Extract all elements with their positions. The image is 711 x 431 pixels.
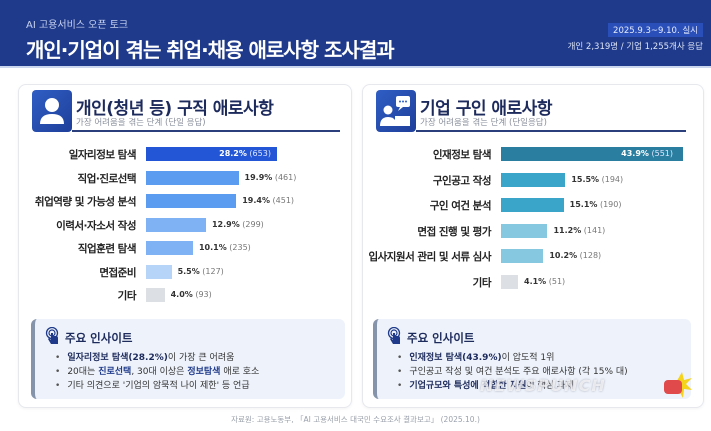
bar-label: 일자리정보 탐색 <box>68 149 137 161</box>
bar-label: 직업·진로선택 <box>77 172 137 185</box>
panel-title: 기업 구인 애로사항 <box>420 99 552 119</box>
bar <box>146 288 165 302</box>
bar <box>501 198 564 212</box>
watermark-text: NEWSPUNCH <box>480 376 606 395</box>
bar <box>501 172 566 187</box>
person-icon <box>32 90 72 132</box>
bar <box>146 241 193 255</box>
survey-date-badge: 2025.9.3~9.10. 실시 <box>608 23 703 37</box>
bar-value-label: 5.5% (127) <box>177 266 224 276</box>
bar-label: 기타 <box>472 276 492 289</box>
touch-icon <box>387 326 403 345</box>
bar-value-label: 4.1% (51) <box>524 276 566 286</box>
bar <box>501 249 544 263</box>
bar-value-label: 10.2% (128) <box>549 251 602 260</box>
bar-value-label: 15.5% (194) <box>571 174 624 184</box>
bar <box>146 147 278 161</box>
header-eyebrow: AI 고용서비스 오픈 토크 <box>26 20 129 31</box>
bar-label: 취업역량 및 가능성 분석 <box>34 196 137 208</box>
panel-title: 개인(청년 등) 구직 애로사항 <box>76 99 274 119</box>
bar-row: 입사지원서 관리 및 서류 심사 10.2% (128) <box>363 247 703 267</box>
insight-list: 인재정보 탐색(43.9%)이 압도적 1위 구인공고 작성 및 여건 분석도 … <box>397 351 628 393</box>
bar-row: 면접준비 5.5% (127) <box>19 263 351 283</box>
insight-title: 주요 인사이트 <box>65 331 133 345</box>
bar-label: 면접 진행 및 평가 <box>417 225 491 238</box>
bar-row: 구인 여건 분석 15.1% (190) <box>363 196 703 216</box>
bar-label: 면접준비 <box>99 266 136 279</box>
bar-row: 인재정보 탐색 43.9% (551) <box>363 145 703 165</box>
employer-chat-icon <box>376 90 416 132</box>
page-title: 개인·기업이 겪는 취업·채용 애로사항 조사결과 <box>26 38 395 62</box>
panel-subtitle: 가장 어려움을 겪는 단계 (단일 응답) <box>76 118 206 128</box>
respondent-count: 개인 2,319명 / 기업 1,255개사 응답 <box>567 42 703 52</box>
bar <box>146 194 237 208</box>
bar-value-label: 28.2% (653) <box>219 149 271 158</box>
bar-value-label: 10.1% (235) <box>198 243 251 252</box>
bar-row: 취업역량 및 가능성 분석 19.4% (451) <box>19 192 351 212</box>
boxing-glove-logo-icon <box>662 372 692 400</box>
insight-box: 주요 인사이트 인재정보 탐색(43.9%)이 압도적 1위 구인공고 작성 및… <box>373 319 691 399</box>
bar-value-label: 19.4% (451) <box>242 196 295 205</box>
bar-row: 이력서·자소서 작성 12.9% (299) <box>19 216 351 236</box>
bar-label: 직업훈련 탐색 <box>77 243 137 255</box>
insight-item: 20대는 진로선택, 30대 이상은 정보탐색 애로 호소 <box>55 365 259 379</box>
insight-item: 구인공고 작성 및 여건 분석도 주요 애로사항 (각 15% 대) <box>397 365 627 379</box>
bar-row: 기타 4.0% (93) <box>19 286 351 306</box>
bar <box>146 217 206 232</box>
bar-label: 이력서·자소서 작성 <box>56 219 136 232</box>
bar-value-label: 19.9% (461) <box>244 172 297 182</box>
bar-value-label: 15.1% (190) <box>569 200 622 209</box>
bar <box>146 170 239 185</box>
bar-label: 인재정보 탐색 <box>432 149 492 161</box>
bar-label: 기타 <box>117 290 137 302</box>
insight-list: 일자리정보 탐색(28.2%)이 가장 큰 어려움 20대는 진로선택, 30대… <box>55 351 259 393</box>
bar-label: 구인공고 작성 <box>432 174 492 187</box>
bar-row: 구인공고 작성 15.5% (194) <box>363 171 703 191</box>
source-citation: 자료원: 고용노동부, 「AI 고용서비스 대국민 수요조사 결과보고」 (20… <box>231 415 480 424</box>
bar-label: 입사지원서 관리 및 서류 심사 <box>368 251 491 263</box>
insight-item: 기타 의견으로 '기업의 암묵적 나이 제한' 등 언급 <box>55 379 259 393</box>
bar-value-label: 12.9% (299) <box>211 219 264 229</box>
bar-row: 직업·진로선택 19.9% (461) <box>19 169 351 189</box>
touch-icon <box>45 326 61 345</box>
bar-row: 면접 진행 및 평가 11.2% (141) <box>363 222 703 242</box>
panel-subtitle: 가장 어려움을 겪는 단계 (단일응답) <box>420 118 547 128</box>
insight-title: 주요 인사이트 <box>407 331 475 345</box>
insight-box: 주요 인사이트 일자리정보 탐색(28.2%)이 가장 큰 어려움 20대는 진… <box>31 319 345 399</box>
title-underline <box>416 130 686 132</box>
insight-item: 기업규모와 특성에 적합한 지원이 핵심 과제 <box>397 379 628 393</box>
bar <box>501 274 518 289</box>
bar <box>501 223 548 238</box>
employer-panel: 기업 구인 애로사항 가장 어려움을 겪는 단계 (단일응답) 인재정보 탐색 4… <box>362 84 704 408</box>
bar-value-label: 4.0% (93) <box>170 290 212 299</box>
bar-value-label: 11.2% (141) <box>553 225 606 235</box>
bar <box>146 264 172 279</box>
page-header: AI 고용서비스 오픈 토크 개인·기업이 겪는 취업·채용 애로사항 조사결과… <box>0 0 711 68</box>
bar-row: 일자리정보 탐색 28.2% (653) <box>19 145 351 165</box>
bar-label: 구인 여건 분석 <box>429 200 492 212</box>
title-underline <box>72 130 340 132</box>
bar-row: 직업훈련 탐색 10.1% (235) <box>19 239 351 259</box>
insight-item: 인재정보 탐색(43.9%)이 압도적 1위 <box>397 351 628 365</box>
bar-row: 기타 4.1% (51) <box>363 273 703 293</box>
insight-item: 일자리정보 탐색(28.2%)이 가장 큰 어려움 <box>55 351 259 365</box>
bar-value-label: 43.9% (551) <box>621 149 673 158</box>
bar <box>501 147 684 161</box>
individual-panel: 개인(청년 등) 구직 애로사항 가장 어려움을 겪는 단계 (단일 응답) 일… <box>18 84 352 408</box>
